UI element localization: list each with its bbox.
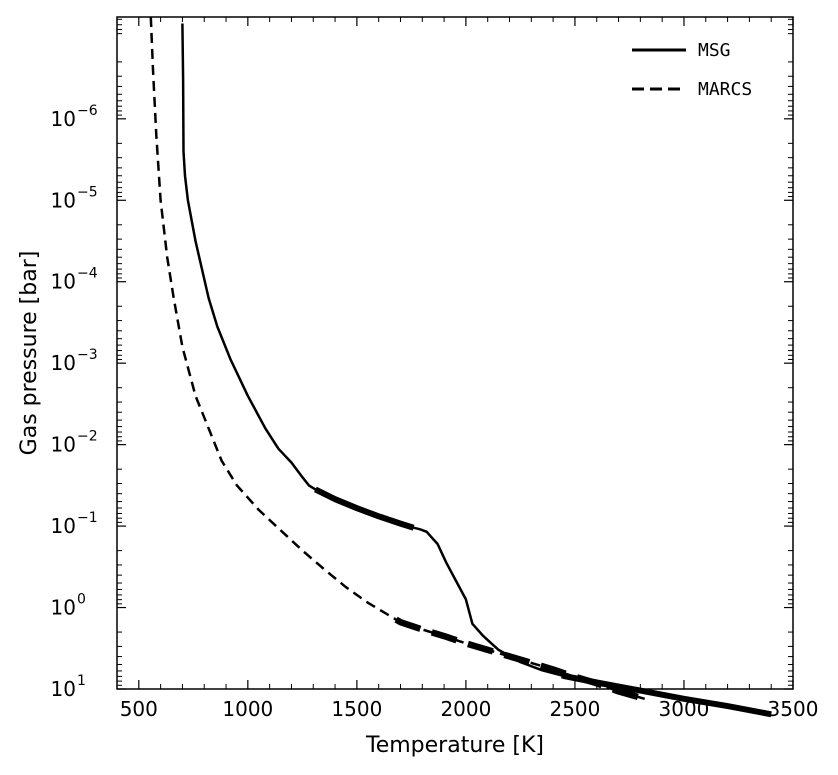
y-tick-label: 10 1 (51, 673, 86, 701)
y-tick-exponent: 0 (77, 592, 86, 608)
y-tick-exponent: −6 (77, 103, 98, 119)
series-emphasis-msg (314, 486, 415, 531)
y-tick-label: 10 −5 (51, 184, 98, 212)
plot-frame (116, 16, 794, 690)
y-tick-label: 10 −2 (51, 429, 98, 457)
y-tick-base: 10 (51, 677, 76, 701)
y-tick-label: 10 −3 (51, 347, 98, 375)
x-tick-label: 2000 (440, 697, 491, 721)
y-tick-exponent: −2 (77, 429, 98, 445)
y-tick-base: 10 (51, 596, 76, 620)
y-tick-base: 10 (51, 188, 76, 212)
x-tick-label: 1500 (331, 697, 382, 721)
y-tick-exponent: −1 (77, 510, 98, 526)
y-tick-exponent: 1 (77, 673, 86, 689)
major-ticks (117, 17, 794, 690)
legend-label-msg: MSG (698, 40, 731, 61)
y-tick-label: 10 0 (51, 592, 86, 620)
y-axis-label: Gas pressure [bar] (17, 251, 42, 456)
y-tick-base: 10 (51, 270, 76, 294)
y-tick-base: 10 (51, 514, 76, 538)
y-tick-label: 10 −6 (51, 103, 98, 131)
series-emphasis-marcs (394, 616, 646, 702)
y-tick-base: 10 (51, 107, 76, 131)
x-tick-label: 500 (120, 697, 158, 721)
x-axis-label: Temperature [K] (365, 733, 544, 758)
legend: MSG MARCS (632, 40, 752, 100)
legend-label-marcs: MARCS (698, 79, 752, 100)
x-tick-label: 1000 (222, 697, 273, 721)
x-tick-label: 2500 (549, 697, 600, 721)
series-line-msg (181, 23, 772, 716)
y-tick-exponent: −5 (77, 184, 98, 200)
y-tick-exponent: −4 (77, 266, 98, 282)
y-tick-exponent: −3 (77, 347, 98, 363)
series-layer (149, 16, 772, 718)
x-tick-label: 3500 (768, 697, 819, 721)
y-tick-label: 10 −4 (51, 266, 98, 294)
y-tick-base: 10 (51, 433, 76, 457)
series-line-marcs (149, 16, 646, 701)
minor-ticks (117, 17, 793, 689)
y-tick-label: 10 −1 (51, 510, 98, 538)
y-tick-base: 10 (51, 351, 76, 375)
